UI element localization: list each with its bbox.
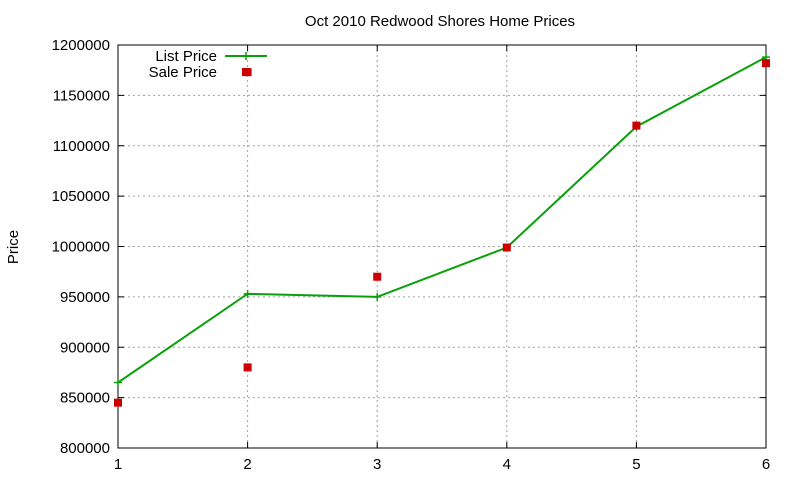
y-tick-labels: 800000 850000 900000 950000 1000000 1050000 11…	[52, 37, 110, 457]
y-tick-label: 1150000	[53, 87, 110, 104]
legend-label-list-price: List Price	[155, 48, 217, 65]
list-price-point	[373, 292, 382, 301]
y-tick-label: 1100000	[53, 138, 110, 155]
list-price-point	[243, 289, 252, 298]
sale-price-point	[762, 59, 770, 68]
series-layer	[114, 53, 770, 407]
y-tick-label: 950000	[60, 289, 110, 306]
y-tick-label: 900000	[60, 339, 110, 356]
y-axis-label: Price	[5, 230, 22, 264]
y-tick-label: 1050000	[52, 188, 110, 205]
x-tick-label: 3	[373, 456, 381, 473]
sale-price-point	[632, 121, 641, 130]
x-tick-label: 4	[503, 456, 511, 473]
sale-price-point	[114, 398, 122, 407]
sale-price-point	[243, 363, 252, 372]
x-tick-label: 5	[632, 456, 640, 473]
list-price-point	[114, 378, 122, 387]
x-tick-labels: 1 2 3 4 5 6	[114, 456, 770, 473]
sale-price-point	[502, 243, 511, 252]
plot-frame	[117, 44, 767, 449]
y-tick-label: 850000	[60, 390, 110, 407]
sale-price-point	[373, 272, 382, 281]
legend-label-sale-price: Sale Price	[149, 64, 217, 81]
x-tick-label: 6	[762, 456, 770, 473]
y-tick-label: 1000000	[52, 239, 110, 256]
list-price-line	[117, 56, 767, 384]
chart-title: Oct 2010 Redwood Shores Home Prices	[305, 13, 575, 30]
x-tick-label: 2	[243, 456, 251, 473]
legend-swatch-sale-price	[242, 68, 250, 76]
grid-lines	[118, 45, 766, 448]
x-tick-label: 1	[114, 456, 122, 473]
y-tick-label: 1200000	[52, 37, 110, 54]
y-tick-label: 800000	[60, 440, 110, 457]
